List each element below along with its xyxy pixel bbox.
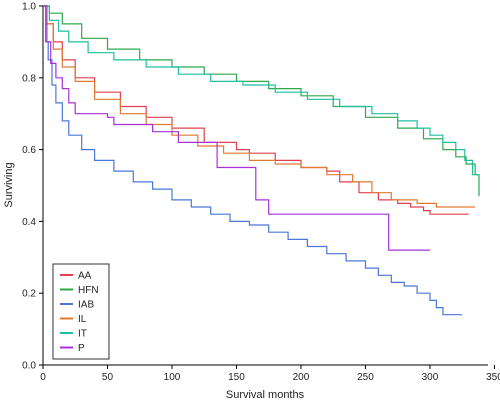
series-line-iab: [43, 5, 463, 316]
series-line-p: [43, 5, 430, 251]
axes: 0 50 100 150 200 250 300 350 0.0 0.2 0.4 0.6 0.8 1.0: [22, 2, 500, 384]
legend-box: [52, 263, 110, 360]
x-axis-title: Survival months: [226, 389, 305, 401]
y-tick-label: 0.6: [22, 145, 36, 156]
series-line-it: [43, 5, 480, 179]
y-tick-label: 1.0: [22, 2, 36, 13]
legend-label: AA: [78, 271, 92, 282]
legend-label: IL: [78, 314, 87, 325]
x-tick-label: 250: [357, 372, 374, 383]
x-tick-label: 350: [486, 372, 500, 383]
legend-label: IAB: [78, 300, 94, 311]
x-tick-label: 0: [40, 372, 46, 383]
x-tick-label: 200: [293, 372, 310, 383]
series-line-hfn: [43, 5, 480, 197]
x-tick-label: 300: [422, 372, 439, 383]
legend-label: IT: [78, 329, 87, 340]
legend-label: HFN: [78, 285, 99, 296]
series-layer: [43, 5, 480, 316]
legend-label: P: [78, 343, 85, 354]
y-tick-label: 0.2: [22, 289, 36, 300]
y-tick-label: 0.0: [22, 361, 36, 372]
legend: AA HFN IAB IL IT P: [52, 263, 110, 360]
x-tick-label: 100: [164, 372, 181, 383]
y-tick-label: 0.4: [22, 217, 36, 228]
x-tick-label: 150: [228, 372, 245, 383]
y-axis-title: Surviving: [3, 162, 15, 207]
y-tick-label: 0.8: [22, 73, 36, 84]
series-line-il: [43, 5, 476, 208]
x-tick-label: 50: [102, 372, 114, 383]
